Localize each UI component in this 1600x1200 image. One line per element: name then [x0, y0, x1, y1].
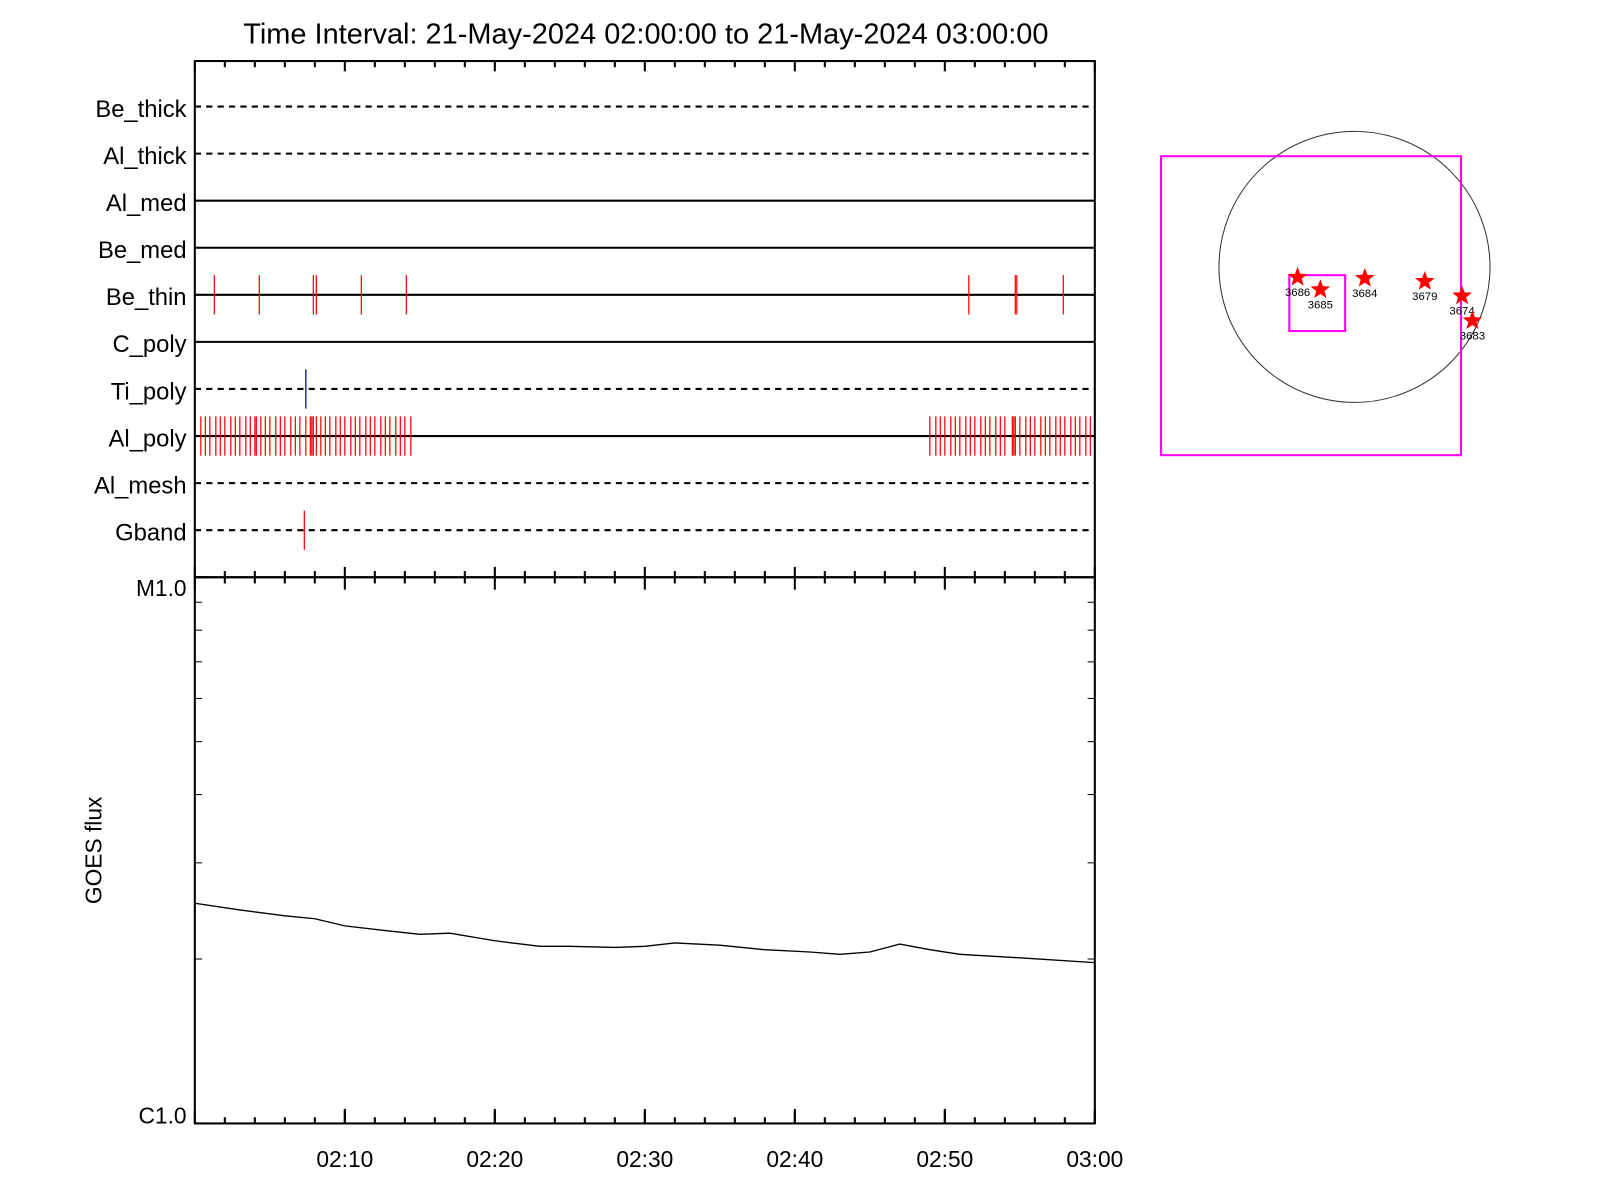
- top-frame: [193, 60, 1096, 579]
- fov-box-small: [1288, 274, 1347, 333]
- y-tick-label: M1.0: [136, 575, 187, 601]
- chart-title: Time Interval: 21-May-2024 02:00:00 to 2…: [243, 18, 1048, 50]
- x-tick-label: 02:30: [616, 1146, 673, 1172]
- row-label: Ti_poly: [111, 378, 187, 405]
- y-tick-label: C1.0: [138, 1102, 186, 1128]
- x-tick-label: 03:00: [1066, 1146, 1123, 1172]
- row-label: C_poly: [113, 331, 187, 358]
- y-axis-label: GOES flux: [81, 796, 107, 904]
- x-tick-label: 02:20: [466, 1146, 523, 1172]
- x-tick-label: 02:40: [766, 1146, 823, 1172]
- x-tick-label: 02:10: [316, 1146, 373, 1172]
- row-label: Be_thin: [106, 284, 187, 311]
- row-label: Al_poly: [109, 425, 187, 452]
- sun-disk: [1218, 130, 1491, 403]
- region-label: 3679: [1412, 291, 1437, 303]
- row-label: Al_mesh: [94, 472, 187, 499]
- row-label: Al_med: [106, 190, 187, 217]
- row-label: Be_med: [98, 237, 187, 264]
- region-label: 3686: [1285, 287, 1310, 299]
- region-label: 3685: [1308, 299, 1333, 311]
- x-tick-label: 02:50: [916, 1146, 973, 1172]
- row-label: Be_thick: [95, 96, 186, 123]
- row-label: Gband: [115, 520, 186, 547]
- map: [1160, 130, 1491, 457]
- goes-line: [194, 902, 1095, 964]
- region-label: 3684: [1352, 288, 1377, 300]
- region-label: 3674: [1449, 305, 1474, 317]
- region-label: 3683: [1460, 330, 1485, 342]
- bottom-frame: [193, 576, 1096, 1125]
- region-star: [1310, 279, 1331, 299]
- region-star: [1287, 266, 1308, 286]
- region-star: [1414, 271, 1435, 290]
- region-star: [1462, 310, 1483, 330]
- fov-box: [1160, 155, 1463, 457]
- region-star: [1354, 267, 1375, 287]
- region-star: [1452, 285, 1472, 305]
- row-label: Al_thick: [103, 143, 186, 170]
